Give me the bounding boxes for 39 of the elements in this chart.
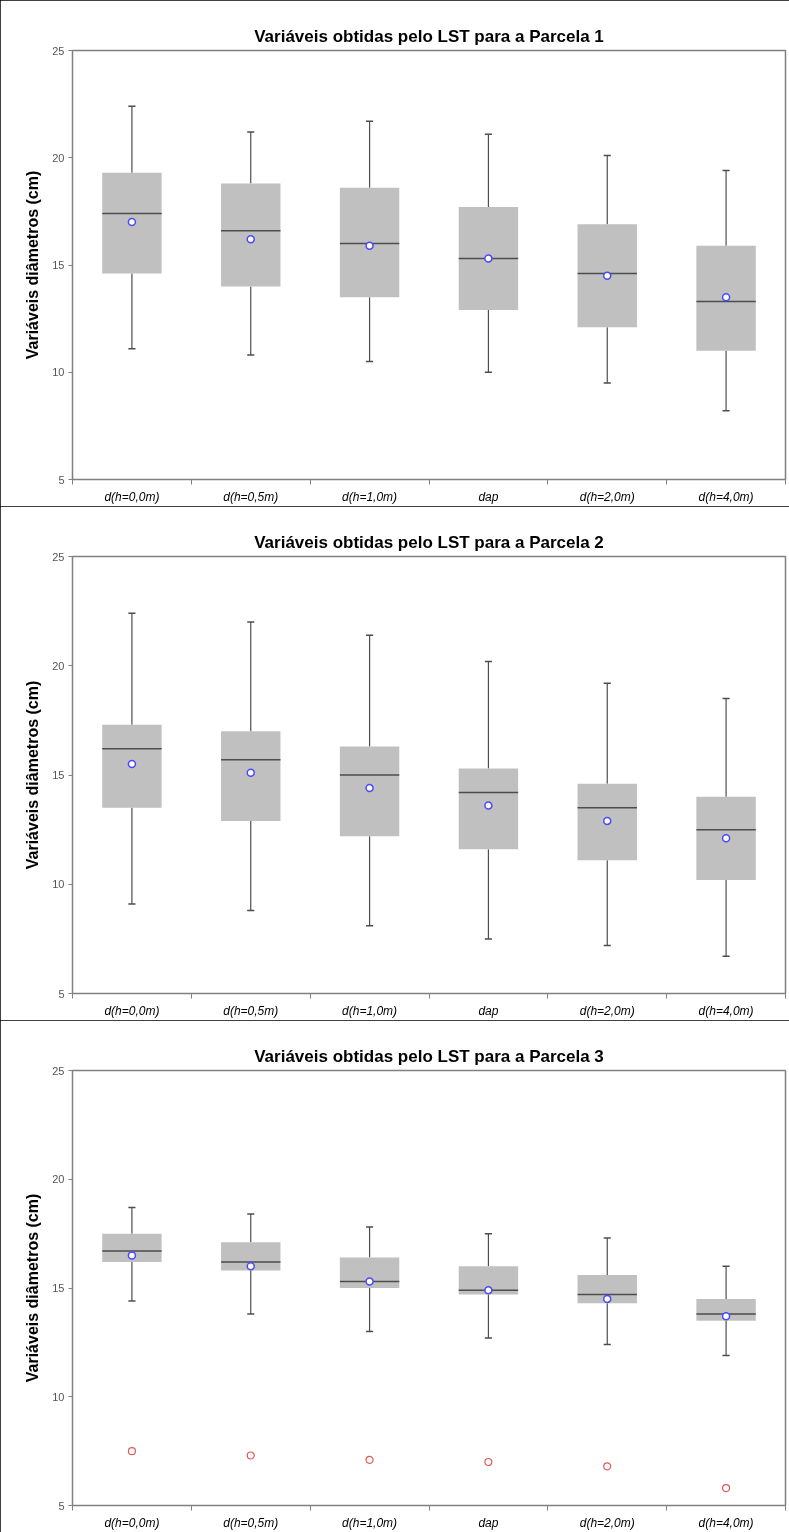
y-tick-label: 10 [52, 366, 65, 379]
chart-title: Variáveis obtidas pelo LST para a Parcela 3 [254, 1046, 604, 1066]
y-tick-label: 25 [52, 44, 65, 57]
x-tick-label: d(h=0,5m) [223, 1003, 279, 1018]
y-axis-title: Variáveis diâmetros (cm) [24, 680, 42, 870]
x-tick-label: d(h=0,0m) [104, 1003, 160, 1018]
x-tick-label: d(h=0,0m) [104, 489, 160, 504]
x-tick-label: d(h=4,0m) [698, 1003, 754, 1018]
x-tick-label: d(h=1,0m) [342, 489, 398, 504]
x-tick-label: d(h=2,0m) [579, 1515, 635, 1530]
y-tick-label: 15 [52, 1282, 65, 1294]
x-tick-label: d(h=2,0m) [579, 489, 635, 504]
y-tick-label: 10 [52, 878, 65, 891]
x-tick-label: dap [478, 489, 499, 504]
x-tick-label: d(h=4,0m) [698, 1515, 754, 1530]
y-axis-title: Variáveis diâmetros (cm) [24, 170, 42, 360]
x-tick-label: dap [478, 1003, 499, 1018]
x-tick-label: d(h=2,0m) [579, 1003, 635, 1018]
y-tick-label: 15 [52, 769, 65, 781]
x-tick-label: d(h=0,0m) [104, 1515, 160, 1530]
y-axis-title: Variáveis diâmetros (cm) [24, 1193, 42, 1383]
x-tick-label: d(h=4,0m) [698, 489, 754, 504]
y-tick-label: 20 [52, 659, 65, 672]
y-tick-label: 20 [52, 151, 65, 164]
y-tick-label: 5 [58, 1499, 65, 1512]
y-tick-label: 20 [52, 1173, 65, 1186]
y-tick-label: 5 [58, 987, 65, 1000]
x-tick-label: d(h=0,5m) [223, 1515, 279, 1530]
chart-title: Variáveis obtidas pelo LST para a Parcela 2 [254, 532, 604, 552]
x-tick-label: d(h=1,0m) [342, 1515, 398, 1530]
chart-title: Variáveis obtidas pelo LST para a Parcela 1 [254, 26, 604, 46]
y-tick-label: 25 [52, 1064, 65, 1077]
x-tick-label: dap [478, 1515, 499, 1530]
y-tick-label: 25 [52, 550, 65, 563]
y-tick-label: 15 [52, 259, 65, 271]
y-tick-label: 5 [58, 473, 65, 486]
x-tick-label: d(h=1,0m) [342, 1003, 398, 1018]
x-tick-label: d(h=0,5m) [223, 489, 279, 504]
y-tick-label: 10 [52, 1390, 65, 1403]
